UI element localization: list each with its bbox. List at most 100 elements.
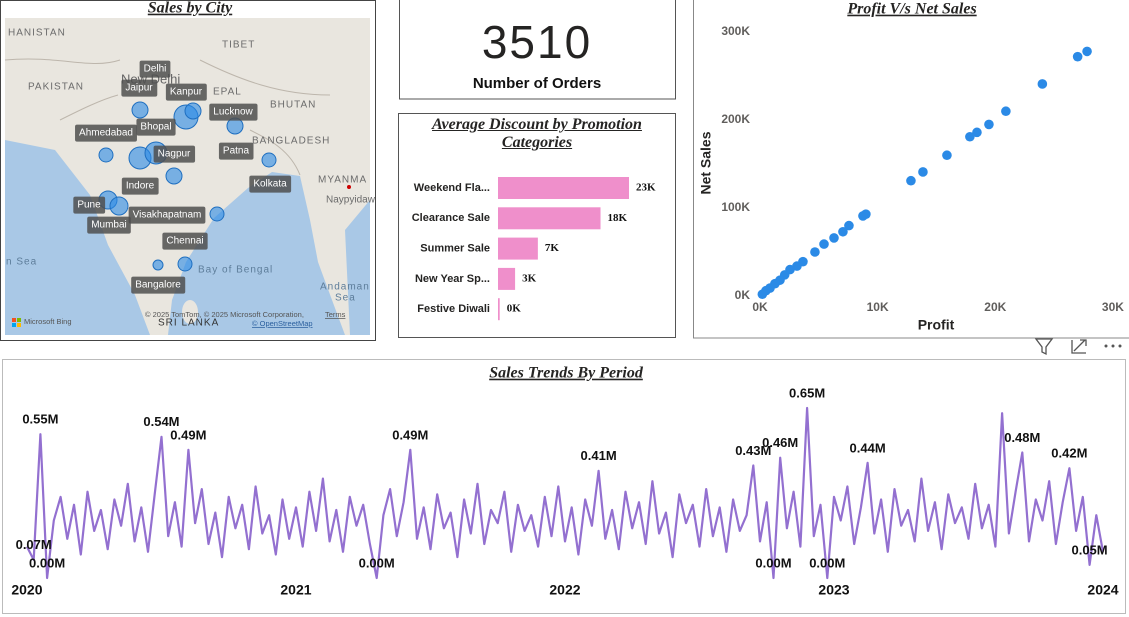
city-label: Bhopal [140,122,171,133]
scatter-point [965,131,975,142]
x-tick-label: 10K [867,300,889,314]
map-label: Naypyidaw [326,195,376,206]
y-tick-label: 300K [721,24,750,38]
map-label: MYANMA [318,175,367,186]
scatter-point [1037,79,1048,89]
data-label: 0.00M [29,555,65,570]
city-bubbles [98,101,277,272]
map-osm-link[interactable]: © OpenStreetMap [252,319,313,328]
data-label: 0.49M [392,427,428,442]
map-provider: Microsoft Bing [24,317,72,326]
map-label: BHUTAN [270,100,316,111]
scatter-point [984,119,994,130]
category-label: New Year Sp... [415,273,490,285]
map-label: HANISTAN [8,28,66,39]
value-label: 23K [636,182,656,194]
data-label: 0.46M [762,435,798,450]
value-label: 3K [522,272,537,284]
map-attribution: © 2025 TomTom, © 2025 Microsoft Corporat… [145,310,304,319]
city-label-box [87,216,131,234]
data-label: 0.05M [1071,542,1107,557]
scatter-point [1001,106,1011,117]
x-tick-label: 0K [752,300,768,314]
city-label-box [209,103,258,121]
data-label: 0.48M [1004,430,1040,445]
map-sea [5,140,150,335]
city-label-box [121,177,159,195]
city-label: Mumbai [91,220,127,231]
capital-dot [347,185,351,189]
data-label: 0.41M [581,448,617,463]
map-label: Andaman [320,282,370,293]
scatter-point [942,150,952,161]
map-title: Sales by City [148,0,233,17]
scatter-point [819,239,829,249]
data-label: 0.54M [143,414,179,429]
city-label-box [75,124,137,142]
city-bubble [209,206,225,222]
map-sea [345,200,370,335]
city-label-box [131,276,186,294]
map-label: Sea [335,293,356,304]
city-label-box [128,206,206,224]
data-label: 0.55M [22,412,58,427]
kpi-value: 3510 [482,16,592,68]
map-label: SRI LANKA [158,318,219,329]
city-label: Nagpur [158,149,191,160]
bar [498,298,500,321]
map-label: TIBET [222,40,255,51]
x-tick-label: 20K [984,300,1006,314]
scatter-point [918,167,928,177]
y-tick-label: 100K [721,200,750,214]
city-label: Bangalore [135,280,181,291]
scatter-point [757,289,768,300]
x-axis-title: Profit [918,317,955,333]
map-terms[interactable]: Terms [325,310,346,319]
scatter-point [1082,46,1092,57]
chart-title: Profit V/s Net Sales [846,1,976,18]
scatter-point [838,226,848,237]
scatter-point [829,233,839,243]
city-bubble [131,101,149,119]
x-tick-label: 2023 [818,582,849,598]
city-label-box [165,83,207,101]
city-bubble [184,102,202,120]
data-label: 0.65M [789,385,825,400]
city-label: Visakhapatnam [133,210,202,221]
city-bubble [109,196,129,216]
scatter-point [906,175,916,186]
city-label: Kolkata [253,179,287,190]
focus-mode-icon[interactable] [1071,339,1087,354]
map-label: BANGLADESH [252,136,330,147]
map-label: n Sea [6,257,37,268]
scatter-point [810,247,820,257]
bar [498,237,538,260]
x-tick-label: 30K [1102,300,1124,314]
bar [498,267,516,290]
map-island [182,300,198,324]
city-bubble [261,152,277,168]
city-label: Chennai [166,236,203,247]
x-tick-label: 2022 [549,582,580,598]
more-options-icon[interactable] [1104,344,1122,348]
city-bubble [177,256,193,272]
city-label-box [218,142,254,160]
bar-title: Average Discount by Promotion Categories [432,116,642,151]
bar [498,207,601,230]
city-label: Ahmedabad [79,128,133,139]
city-label: Patna [223,146,250,157]
line-card [2,359,1126,614]
scatter-card [693,0,1129,339]
kpi-card [399,0,676,100]
filter-icon[interactable] [1034,338,1054,356]
map-sea [168,172,345,335]
data-label: 0.44M [850,440,886,455]
city-label-box [249,175,292,193]
scatter-point [972,127,982,138]
category-label: Summer Sale [420,243,490,255]
map-label: Bay of Bengal [198,265,273,276]
x-tick-label: 2024 [1087,582,1118,598]
city-label-box [139,60,171,78]
category-label: Clearance Sale [412,212,490,224]
